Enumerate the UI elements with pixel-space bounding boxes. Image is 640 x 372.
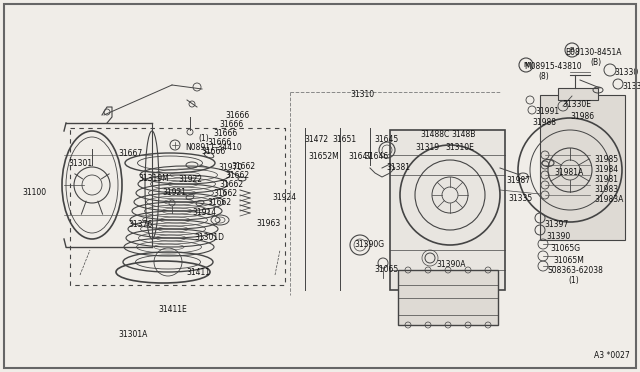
Text: 31666: 31666 [207,138,231,147]
Text: 31921: 31921 [162,188,186,197]
Text: 31991: 31991 [535,107,559,116]
Text: 3148B: 3148B [451,130,476,139]
Text: 31666: 31666 [225,111,249,120]
Text: 31647: 31647 [348,152,372,161]
Text: 31390G: 31390G [354,240,384,249]
Text: 31666: 31666 [213,129,237,138]
Text: 31100: 31100 [22,188,46,197]
Text: S08363-62038: S08363-62038 [548,266,604,275]
Text: 31987: 31987 [506,176,530,185]
Text: 31381: 31381 [386,163,410,172]
Text: 31330: 31330 [614,68,638,77]
Text: 31914: 31914 [192,208,216,217]
Text: M08915-43810: M08915-43810 [524,62,582,71]
Bar [390,130,505,290]
Text: 31651: 31651 [332,135,356,144]
Bar [558,88,598,100]
Text: 31646: 31646 [364,152,388,161]
Text: 31662: 31662 [213,189,237,198]
Text: 31310: 31310 [350,90,374,99]
Text: N08911-34410: N08911-34410 [185,143,242,152]
Bar [398,270,498,325]
Bar [540,95,625,240]
Text: 31988: 31988 [532,118,556,127]
Text: 31065M: 31065M [553,256,584,265]
Text: B08130-8451A: B08130-8451A [565,48,621,57]
Text: 31652M: 31652M [308,152,339,161]
Text: (8): (8) [538,72,548,81]
Text: (B): (B) [590,58,601,67]
Text: M: M [523,62,529,68]
Text: 31411: 31411 [186,268,210,277]
Text: 31666: 31666 [219,120,243,129]
Text: 31662: 31662 [231,162,255,171]
Text: 31981A: 31981A [554,168,583,177]
Text: 31319M: 31319M [138,174,169,183]
Text: 31963: 31963 [256,219,280,228]
Text: 31984: 31984 [594,165,618,174]
Text: 31662: 31662 [225,171,249,180]
Text: 31335: 31335 [508,194,532,203]
Text: 31397: 31397 [544,220,568,229]
Text: 31666: 31666 [201,147,225,156]
Text: 31390A: 31390A [436,260,465,269]
Text: 31330E: 31330E [562,100,591,109]
Text: 31472: 31472 [304,135,328,144]
Text: 31985: 31985 [594,155,618,164]
Text: 31301D: 31301D [194,233,224,242]
Text: B: B [570,47,574,53]
Text: 31970: 31970 [218,163,243,172]
Text: 31983A: 31983A [594,195,623,204]
Text: (1): (1) [198,134,209,143]
Text: A3 *0027: A3 *0027 [595,351,630,360]
Text: 31922: 31922 [178,175,202,184]
Text: 31645: 31645 [374,135,398,144]
Text: 31376: 31376 [128,220,152,229]
Text: 31319: 31319 [415,143,439,152]
Text: 31662: 31662 [219,180,243,189]
Text: 31336: 31336 [622,82,640,91]
Text: 31983: 31983 [594,185,618,194]
Text: 31065G: 31065G [550,244,580,253]
Text: 31924: 31924 [272,193,296,202]
Text: 31488C: 31488C [420,130,449,139]
Text: 31986: 31986 [570,112,594,121]
Text: 31301: 31301 [68,159,92,168]
Text: 31662: 31662 [207,198,231,207]
Text: 31301A: 31301A [118,330,147,339]
Text: 31667: 31667 [118,149,142,158]
Text: 31390: 31390 [546,232,570,241]
Text: 31310E: 31310E [445,143,474,152]
Text: 31065: 31065 [374,265,398,274]
Text: 31411E: 31411E [158,305,187,314]
Text: 31981: 31981 [594,175,618,184]
Text: (1): (1) [568,276,579,285]
